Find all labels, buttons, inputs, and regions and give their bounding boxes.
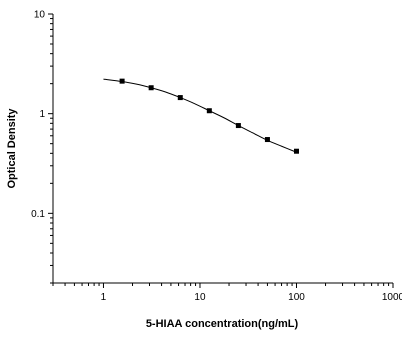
data-point bbox=[293, 148, 299, 154]
y-tick-label: 10 bbox=[34, 10, 46, 21]
x-axis-label: 5-HIAA concentration(ng/mL) bbox=[146, 318, 299, 330]
data-point bbox=[177, 95, 183, 101]
y-tick-label: 1 bbox=[39, 109, 45, 120]
ticks bbox=[48, 13, 394, 288]
data-point bbox=[148, 85, 154, 91]
data-point bbox=[119, 78, 125, 84]
x-tick-label: 1 bbox=[101, 292, 107, 303]
x-tick-label: 100 bbox=[288, 292, 305, 303]
y-tick-label: 0.1 bbox=[31, 209, 45, 220]
x-tick-label: 1000 bbox=[382, 292, 402, 303]
x-tick-label: 10 bbox=[194, 292, 206, 303]
data-points bbox=[119, 78, 299, 154]
data-point bbox=[264, 137, 270, 143]
tick-labels: 1 10 100 1000 0.1 1 10 bbox=[31, 10, 402, 304]
data-point bbox=[235, 123, 241, 129]
axes bbox=[52, 14, 393, 284]
y-axis-label: Optical Density bbox=[6, 108, 18, 189]
data-point bbox=[206, 108, 212, 114]
